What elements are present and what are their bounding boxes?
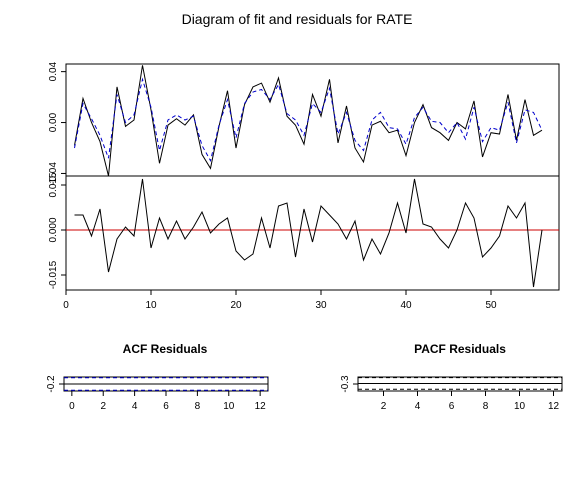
fit-y-tick-label: 0.00 (48, 112, 59, 132)
pacf-title: PACF Residuals (414, 342, 506, 356)
pacf-content (358, 377, 562, 390)
fit-series-group (74, 65, 543, 177)
residuals-y-tick-label: -0.015 (48, 260, 59, 289)
residuals-panel-frame (65, 175, 560, 291)
fit-y-tick-label: 0.04 (48, 61, 59, 81)
fit-y-axis: 0.04 0.00 -0.04 (48, 61, 66, 185)
pacf-x-tick-label: 4 (415, 401, 421, 412)
residuals-x-axis: 0 10 20 30 40 50 (63, 290, 497, 311)
pacf-x-tick-label: 8 (483, 401, 489, 412)
residuals-x-tick-label: 40 (400, 300, 412, 311)
acf-x-tick-label: 8 (195, 401, 201, 412)
acf-x-tick-label: 6 (163, 401, 169, 412)
pacf-panel: PACF Residuals -0.3 2 4 6 8 10 12 (340, 342, 563, 412)
acf-y-tick-label: -0.2 (46, 375, 57, 393)
residuals-series-group (66, 178, 559, 288)
residuals-x-tick-label: 20 (230, 300, 242, 311)
fit-fitted-line (74, 77, 543, 163)
acf-x-tick-label: 12 (255, 401, 267, 412)
residuals-x-tick-label: 10 (145, 300, 157, 311)
pacf-y-tick-label: -0.3 (340, 375, 351, 393)
acf-x-axis: 0 2 4 6 8 10 12 (69, 391, 266, 412)
fit-panel: 0.04 0.00 -0.04 (48, 61, 560, 185)
residuals-y-tick-label: 0.000 (48, 217, 59, 242)
pacf-x-tick-label: 10 (514, 401, 526, 412)
acf-x-tick-label: 2 (100, 401, 106, 412)
acf-y-axis: -0.2 (46, 375, 64, 393)
residuals-x-tick-label: 30 (315, 300, 327, 311)
acf-panel: ACF Residuals -0.2 0 2 4 6 8 10 12 (46, 342, 269, 412)
residuals-x-tick-label: 50 (485, 300, 497, 311)
residuals-y-axis: 0.015 0.000 -0.015 (48, 172, 66, 289)
pacf-y-axis: -0.3 (340, 375, 358, 393)
acf-content (64, 377, 268, 391)
acf-title: ACF Residuals (123, 342, 208, 356)
pacf-x-tick-label: 12 (548, 401, 560, 412)
residuals-panel: 0.015 0.000 -0.015 0 10 20 30 40 50 (48, 172, 560, 311)
residuals-line (74, 178, 543, 288)
acf-x-tick-label: 10 (223, 401, 235, 412)
pacf-x-axis: 2 4 6 8 10 12 (381, 391, 560, 412)
pacf-x-tick-label: 2 (381, 401, 387, 412)
figure-title: Diagram of fit and residuals for RATE (182, 11, 413, 27)
acf-x-tick-label: 0 (69, 401, 75, 412)
residuals-y-tick-label: 0.015 (48, 172, 59, 197)
residuals-x-tick-label: 0 (63, 300, 69, 311)
acf-x-tick-label: 4 (132, 401, 138, 412)
fit-y-tick-label: -0.04 (48, 162, 59, 185)
pacf-x-tick-label: 6 (449, 401, 455, 412)
